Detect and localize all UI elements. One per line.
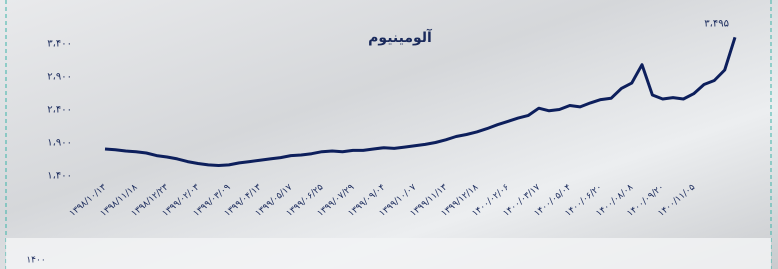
chart: ۱۴۰۰ آلومینیوم ۱،۴۰۰ ۱،۹۰۰ ۲،۴۰۰ ۲،۹۰۰ ۳،۴۰۰… (0, 0, 778, 269)
y-tick-label: ۲،۴۰۰ (47, 105, 72, 116)
y-tick-label: ۱،۹۰۰ (47, 137, 72, 148)
footer-text: ۱۴۰۰ (26, 256, 45, 266)
value-label: ۳،۴۹۵ (704, 18, 729, 29)
y-tick-label: ۲،۹۰۰ (47, 72, 72, 83)
chart-title: آلومینیوم (368, 28, 433, 46)
page: ۱۴۰۰ آلومینیوم ۱،۴۰۰ ۱،۹۰۰ ۲،۴۰۰ ۲،۹۰۰ ۳،۴۰۰… (0, 0, 778, 269)
y-tick-label: ۳،۴۰۰ (47, 39, 72, 50)
y-tick-label: ۱،۴۰۰ (47, 170, 72, 181)
next-panel (6, 238, 771, 269)
